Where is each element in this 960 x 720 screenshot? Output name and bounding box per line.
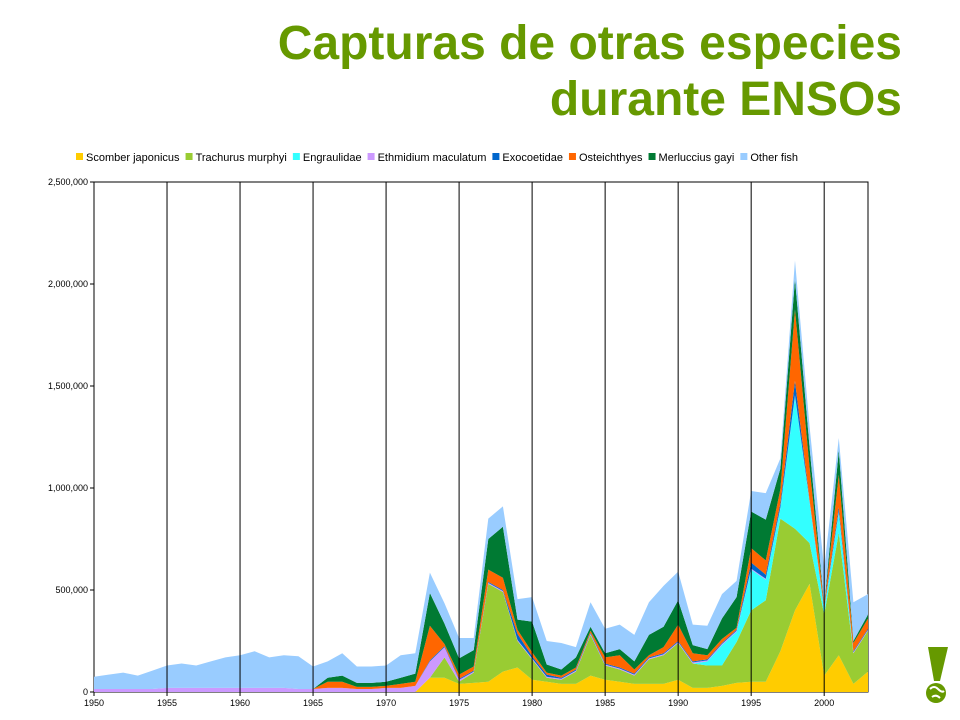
y-tick-label: 2,500,000 (48, 177, 88, 187)
x-tick-label: 1965 (303, 698, 323, 708)
series-area-1 (94, 518, 868, 692)
x-tick-label: 1970 (376, 698, 396, 708)
legend-label-3: Ethmidium maculatum (378, 152, 487, 164)
x-tick-label: 1985 (595, 698, 615, 708)
x-tick-label: 1990 (668, 698, 688, 708)
legend-swatch-0 (76, 153, 83, 160)
legend-swatch-3 (367, 153, 375, 160)
legend-swatch-1 (185, 153, 193, 160)
chart-axes: 1950 1955 1960 1965 1970 1975 1980 1985 1990 1995… (48, 177, 834, 708)
x-tick-label: 1995 (741, 698, 761, 708)
legend-swatch-7 (740, 153, 748, 160)
legend-swatch-5 (568, 153, 576, 160)
legend-label-2: Engraulidae (303, 152, 362, 164)
x-tick-label: 1960 (230, 698, 250, 708)
legend-label-4: Exocoetidae (502, 152, 563, 164)
chart-title-line-2: durante ENSOs (549, 73, 902, 126)
legend-swatch-2 (292, 153, 300, 160)
series-area-6 (94, 278, 868, 689)
x-tick-label: 1955 (157, 698, 177, 708)
legend-label-1: Trachurus murphyi (196, 152, 287, 164)
legend-swatch-6 (648, 153, 656, 160)
chart-title: Capturas de otras especies durante ENSOs (142, 16, 902, 128)
x-tick-label: 1950 (84, 698, 104, 708)
legend-label-7: Other fish (750, 152, 798, 164)
chart-title-line-1: Capturas de otras especies (277, 17, 902, 70)
legend-swatch-4 (492, 153, 500, 160)
y-tick-label: 500,000 (55, 585, 88, 595)
legend-label-5: Osteichthyes (579, 152, 643, 164)
y-tick-label: 2,000,000 (48, 279, 88, 289)
plot-area (93, 181, 869, 693)
x-tick-label: 1975 (449, 698, 469, 708)
x-tick-label: 2000 (814, 698, 834, 708)
legend-label-6: Merluccius gayi (659, 152, 735, 164)
series-area-0 (94, 583, 868, 692)
series-area-7 (94, 260, 868, 689)
legend-label-0: Scomber japonicus (86, 152, 180, 164)
exclamation-globe-icon (926, 647, 948, 703)
chart-legend: Scomber japonicus Trachurus murphyi Engrau… (76, 152, 798, 164)
y-tick-label: 1,000,000 (48, 483, 88, 493)
y-tick-label: 0 (83, 687, 88, 697)
y-tick-label: 1,500,000 (48, 381, 88, 391)
x-tick-label: 1980 (522, 698, 542, 708)
